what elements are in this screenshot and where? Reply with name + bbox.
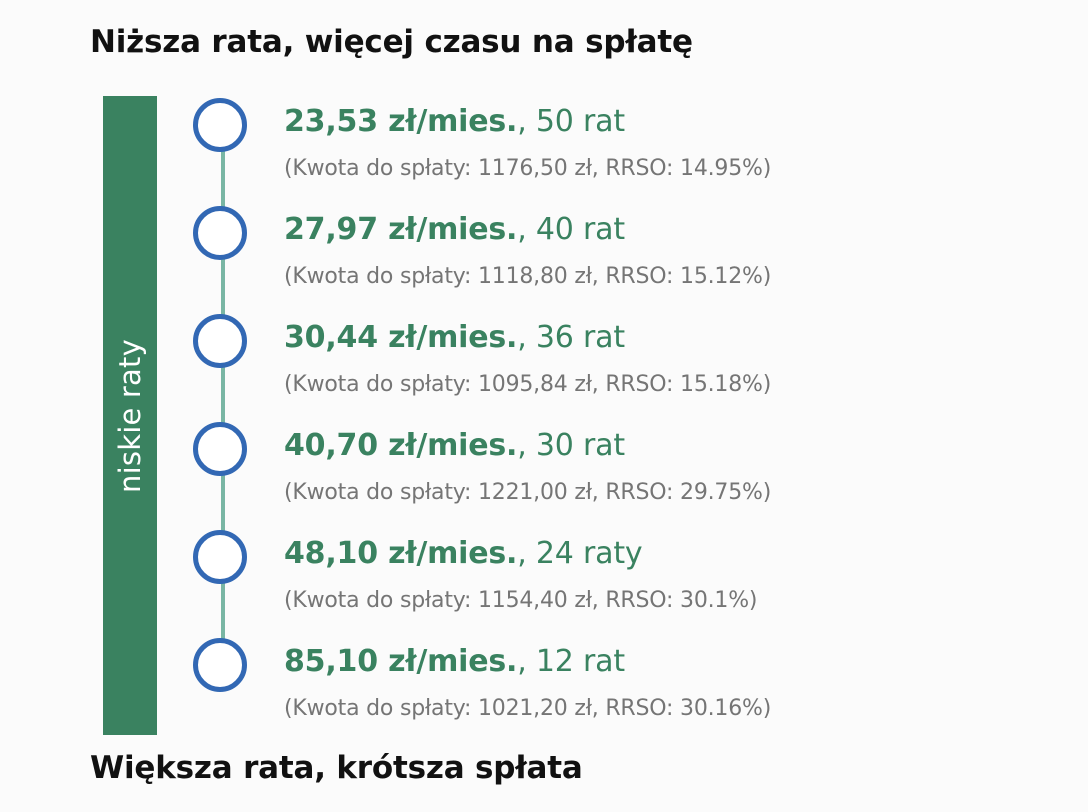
installment-option-3[interactable]: 30,44 zł/mies., 36 rat (Kwota do spłaty:… [0,312,1088,412]
option-installments: , 24 raty [517,536,643,571]
option-rate: 30,44 zł/mies. [284,320,518,355]
page-title: Niższa rata, więcej czasu na spłatę [90,24,693,60]
installment-option-4[interactable]: 40,70 zł/mies., 30 rat (Kwota do spłaty:… [0,420,1088,520]
option-rate: 48,10 zł/mies. [284,536,518,571]
option-rate: 23,53 zł/mies. [284,104,518,139]
option-title[interactable]: 30,44 zł/mies., 36 rat [284,320,625,356]
option-radio-6[interactable] [193,638,247,692]
installment-option-1[interactable]: 23,53 zł/mies., 50 rat (Kwota do spłaty:… [0,96,1088,196]
option-title[interactable]: 27,97 zł/mies., 40 rat [284,212,625,248]
option-installments: , 30 rat [517,428,625,463]
option-details: (Kwota do spłaty: 1021,20 zł, RRSO: 30.1… [284,696,772,721]
option-rate: 40,70 zł/mies. [284,428,518,463]
installment-option-5[interactable]: 48,10 zł/mies., 24 raty (Kwota do spłaty… [0,528,1088,628]
option-radio-5[interactable] [193,530,247,584]
option-title[interactable]: 23,53 zł/mies., 50 rat [284,104,625,140]
option-details: (Kwota do spłaty: 1095,84 zł, RRSO: 15.1… [284,372,772,397]
timeline-connector [221,128,225,666]
option-title[interactable]: 85,10 zł/mies., 12 rat [284,644,625,680]
option-details: (Kwota do spłaty: 1176,50 zł, RRSO: 14.9… [284,156,772,181]
option-radio-4[interactable] [193,422,247,476]
option-details: (Kwota do spłaty: 1118,80 zł, RRSO: 15.1… [284,264,772,289]
installment-option-2[interactable]: 27,97 zł/mies., 40 rat (Kwota do spłaty:… [0,204,1088,304]
option-title[interactable]: 48,10 zł/mies., 24 raty [284,536,643,572]
option-installments: , 36 rat [517,320,625,355]
low-rates-bar: niskie raty [103,96,157,735]
installment-option-6[interactable]: 85,10 zł/mies., 12 rat (Kwota do spłaty:… [0,636,1088,736]
option-radio-1[interactable] [193,98,247,152]
option-rate: 27,97 zł/mies. [284,212,518,247]
option-installments: , 50 rat [517,104,625,139]
option-details: (Kwota do spłaty: 1221,00 zł, RRSO: 29.7… [284,480,772,505]
option-title[interactable]: 40,70 zł/mies., 30 rat [284,428,625,464]
option-radio-3[interactable] [193,314,247,368]
option-radio-2[interactable] [193,206,247,260]
option-installments: , 12 rat [517,644,625,679]
option-details: (Kwota do spłaty: 1154,40 zł, RRSO: 30.1… [284,588,758,613]
footer-title: Większa rata, krótsza spłata [90,750,583,786]
option-rate: 85,10 zł/mies. [284,644,518,679]
option-installments: , 40 rat [517,212,625,247]
